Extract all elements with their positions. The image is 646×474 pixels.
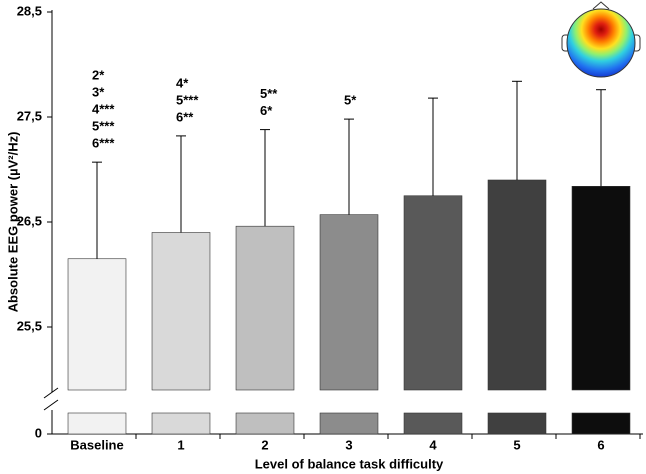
x-tick-label: 3	[345, 437, 352, 452]
significance-label: 5***	[176, 92, 199, 107]
bar	[571, 186, 631, 391]
significance-label: 5**	[260, 86, 278, 101]
x-tick-label: 6	[597, 437, 604, 452]
significance-label: 6*	[260, 103, 273, 118]
significance-label: 6**	[176, 109, 194, 124]
bar	[67, 258, 127, 391]
x-tick-label: 1	[177, 437, 184, 452]
significance-label: 2*	[92, 68, 105, 83]
significance-label: 4*	[176, 75, 189, 90]
x-axis-label: Level of balance task difficulty	[255, 456, 444, 471]
significance-label: 6***	[92, 136, 115, 151]
y-tick-label: 28,5	[17, 3, 42, 18]
y-tick-label: 0	[35, 425, 42, 440]
bar	[319, 214, 379, 391]
bar-stub	[571, 412, 631, 435]
bar	[235, 225, 295, 391]
x-tick-label: 2	[261, 437, 268, 452]
head-topomap	[561, 1, 641, 78]
bar-stub	[235, 412, 295, 435]
x-tick-label: Baseline	[70, 437, 123, 452]
bar	[151, 232, 211, 391]
y-tick-label: 27,5	[17, 108, 42, 123]
y-tick-label: 25,5	[17, 318, 42, 333]
significance-label: 5***	[92, 119, 115, 134]
y-axis-label: Absolute EEG power (µV²/Hz)	[5, 132, 20, 313]
significance-label: 4***	[92, 102, 115, 117]
axis-break	[43, 387, 59, 411]
bar-stub	[403, 412, 463, 435]
bar	[403, 195, 463, 391]
bar-stub	[319, 412, 379, 435]
significance-label: 5*	[344, 93, 357, 108]
x-tick-label: 4	[429, 437, 437, 452]
bar-stub	[67, 412, 127, 435]
significance-label: 3*	[92, 85, 105, 100]
bar-stub	[487, 412, 547, 435]
bar	[487, 179, 547, 391]
x-tick-label: 5	[513, 437, 520, 452]
bar-stub	[151, 412, 211, 435]
y-tick-label: 26,5	[17, 213, 42, 228]
